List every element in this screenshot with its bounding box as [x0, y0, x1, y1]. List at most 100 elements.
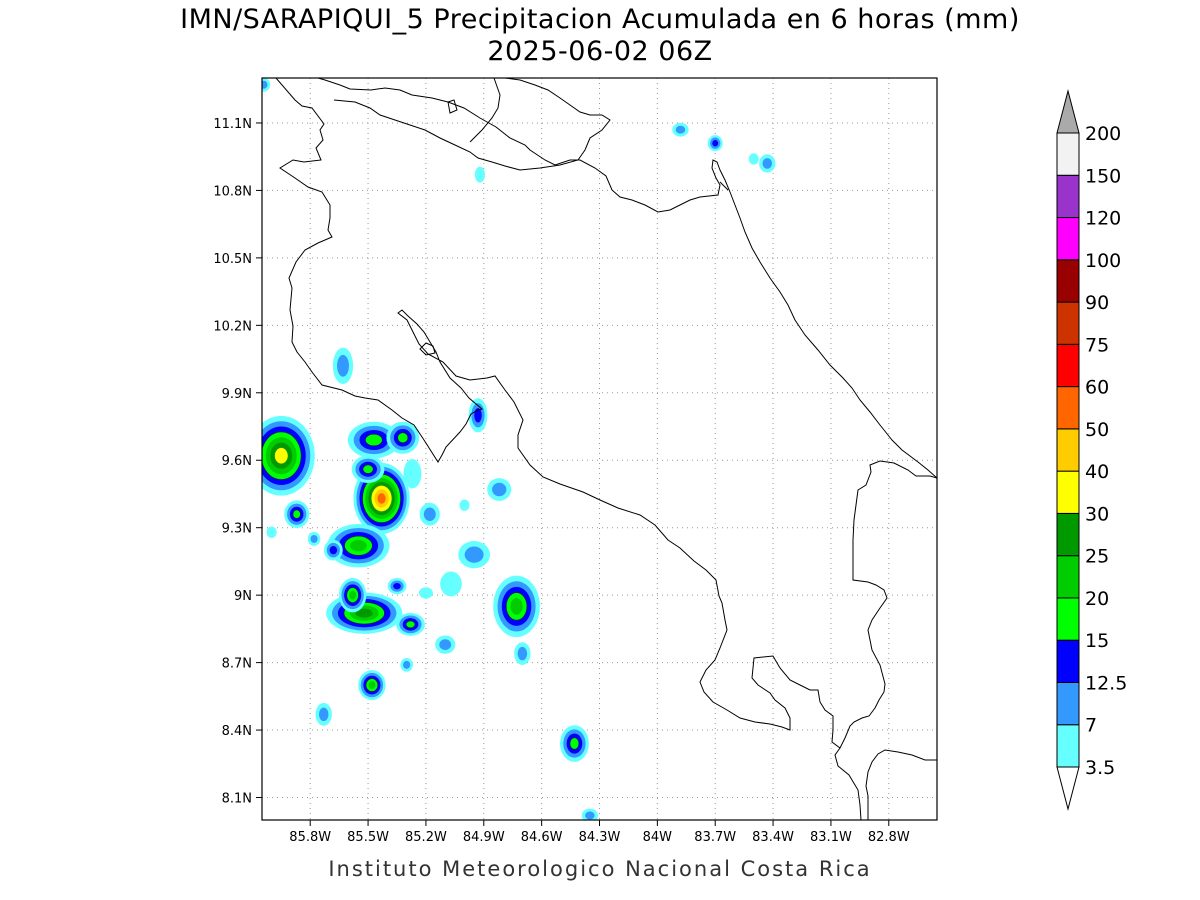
precip-contour — [569, 737, 580, 750]
lake-island — [419, 99, 458, 356]
lon-tick-label: 84W — [643, 830, 673, 845]
colorbar-level-label: 15 — [1085, 630, 1109, 652]
precip-cell — [748, 153, 759, 165]
precip-cell — [353, 462, 410, 534]
precip-cell — [351, 455, 385, 484]
precip-cell — [403, 459, 422, 489]
colorbar-bin — [1056, 724, 1080, 768]
colorbar-level-label: 30 — [1085, 503, 1109, 525]
precip-cell — [581, 808, 599, 820]
colorbar-level-label: 75 — [1085, 334, 1109, 356]
precip-contour — [464, 546, 484, 563]
precip-cell — [266, 526, 277, 538]
precip-contour — [262, 80, 268, 89]
precip-contour — [337, 354, 349, 377]
colorbar-level-label: 20 — [1085, 588, 1109, 610]
precip-contour — [310, 534, 318, 543]
colorbar-level-label: 100 — [1085, 250, 1121, 272]
colorbar-level-label: 7 — [1085, 715, 1097, 737]
colorbar-bin — [1056, 343, 1080, 388]
precip-cell — [514, 642, 531, 666]
precip-cell — [487, 478, 512, 501]
precip-cell — [418, 587, 433, 599]
precip-cell — [468, 398, 488, 433]
precip-cell — [284, 500, 310, 528]
precip-contour — [364, 433, 383, 447]
lon-tick-label: 84.3W — [579, 830, 621, 845]
precip-cell — [419, 502, 440, 526]
precip-contour — [474, 408, 482, 423]
precip-contour — [762, 158, 773, 169]
caribbean-coast-line — [317, 78, 937, 479]
colorbar-bin — [1056, 217, 1080, 261]
precip-cell — [386, 421, 420, 454]
precip-contour — [350, 539, 367, 552]
precip-contour — [675, 125, 686, 134]
colorbar-bin — [1056, 386, 1080, 430]
lon-tick-label: 83.7W — [694, 830, 736, 845]
precip-cell — [387, 578, 407, 595]
precipitation-field — [262, 78, 776, 820]
precip-contour — [397, 432, 409, 444]
precip-contour — [329, 545, 338, 555]
precip-contour — [474, 166, 485, 183]
precip-cell — [315, 702, 332, 726]
colorbar-bin — [1056, 512, 1080, 557]
latitude-axis: 11.1N 10.8N 10.5N 10.2N 9.9N 9.6N 9.3N 9N 8.7N 8.… — [213, 117, 262, 807]
precip-contour — [405, 620, 416, 629]
lon-tick-label: 84.9W — [463, 830, 505, 845]
colorbar-legend: 3.5 7 12.5 15 20 25 30 40 50 60 75 90 100 120 150 200 — [1056, 89, 1127, 811]
precip-cell — [458, 541, 491, 569]
colorbar-bin — [1056, 301, 1080, 345]
precip-contour — [318, 707, 329, 722]
colorbar-bin — [1056, 639, 1080, 683]
colorbar-level-label: 12.5 — [1085, 672, 1127, 694]
precip-contour — [403, 459, 422, 489]
map-subtitle: 2025-06-02 06Z — [487, 36, 713, 67]
precip-contour — [349, 590, 357, 600]
precip-cell — [323, 539, 343, 561]
coastlines — [275, 78, 937, 820]
colorbar-bin — [1056, 428, 1080, 472]
precip-contour — [362, 464, 374, 474]
precip-contour — [266, 526, 277, 538]
lon-tick-label: 85.5W — [347, 830, 389, 845]
precip-cell — [347, 421, 400, 459]
precip-cell — [493, 575, 540, 638]
map-title: IMN/SARAPIQUI_5 Precipitacion Acumulada … — [180, 4, 1020, 35]
precip-cell — [559, 725, 589, 762]
lat-tick-label: 9.3N — [222, 522, 252, 537]
colorbar-bin — [1056, 597, 1080, 641]
colorbar-level-label: 60 — [1085, 377, 1109, 399]
southern-border-line — [834, 747, 937, 820]
precip-cell — [459, 499, 470, 511]
lat-tick-label: 10.8N — [213, 184, 252, 199]
precip-cell — [358, 670, 386, 701]
precip-contour — [748, 153, 759, 165]
precip-cell — [327, 523, 390, 568]
colorbar-level-label: 40 — [1085, 461, 1109, 483]
precip-contour — [439, 639, 452, 650]
lon-tick-label: 85.2W — [405, 830, 447, 845]
precip-cell — [400, 657, 413, 672]
precip-cell — [307, 532, 321, 546]
colorbar-over-arrow — [1056, 89, 1080, 134]
precip-contour — [368, 681, 376, 689]
nicaragua-coast-line — [333, 78, 611, 171]
colorbar-bin — [1056, 132, 1080, 176]
lon-tick-label: 83.1W — [810, 830, 852, 845]
precip-contour — [377, 493, 386, 504]
colorbar-level-label: 90 — [1085, 292, 1109, 314]
lat-tick-label: 9.9N — [222, 387, 252, 402]
precip-contour — [459, 499, 470, 511]
colorbar-level-label: 200 — [1085, 123, 1121, 145]
precip-cell — [435, 635, 456, 654]
colorbar-bin — [1056, 259, 1080, 303]
lon-tick-label: 82.8W — [868, 830, 910, 845]
precip-contour — [403, 660, 411, 669]
precip-cell — [672, 122, 689, 137]
lat-tick-label: 8.7N — [222, 657, 252, 672]
precip-cell — [440, 571, 462, 597]
colorbar-bin — [1056, 470, 1080, 514]
